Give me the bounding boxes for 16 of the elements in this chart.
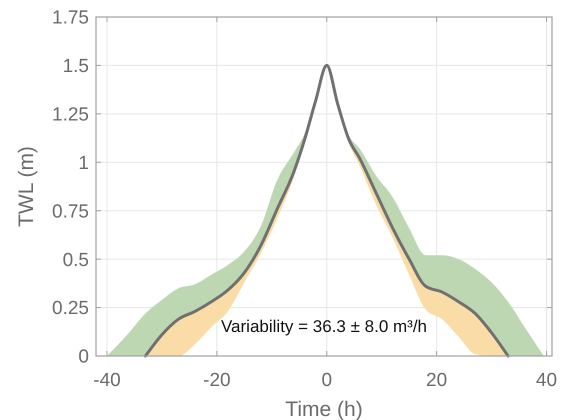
y-tick-label: 0.75 xyxy=(52,201,89,222)
y-tick-label: 1.25 xyxy=(52,104,89,126)
y-tick-label: 0.5 xyxy=(62,250,89,271)
x-tick-label: 20 xyxy=(426,370,448,391)
y-tick-label: 1.75 xyxy=(52,8,89,29)
y-tick-label: 1.5 xyxy=(62,56,89,78)
y-axis-title: TWL (m) xyxy=(15,146,38,227)
x-tick-label: 40 xyxy=(536,370,558,391)
x-axis-title: Time (h) xyxy=(285,398,363,420)
y-tick-label: 0.25 xyxy=(52,298,89,320)
x-tick-label: -40 xyxy=(93,370,121,391)
x-tick-label: -20 xyxy=(203,370,231,391)
y-tick-label: 1 xyxy=(78,152,89,174)
annotation: Variability = 36.3 ± 8.0 m³/h xyxy=(220,317,428,336)
x-tick-label: 0 xyxy=(321,370,332,391)
y-tick-label: 0 xyxy=(78,346,89,368)
